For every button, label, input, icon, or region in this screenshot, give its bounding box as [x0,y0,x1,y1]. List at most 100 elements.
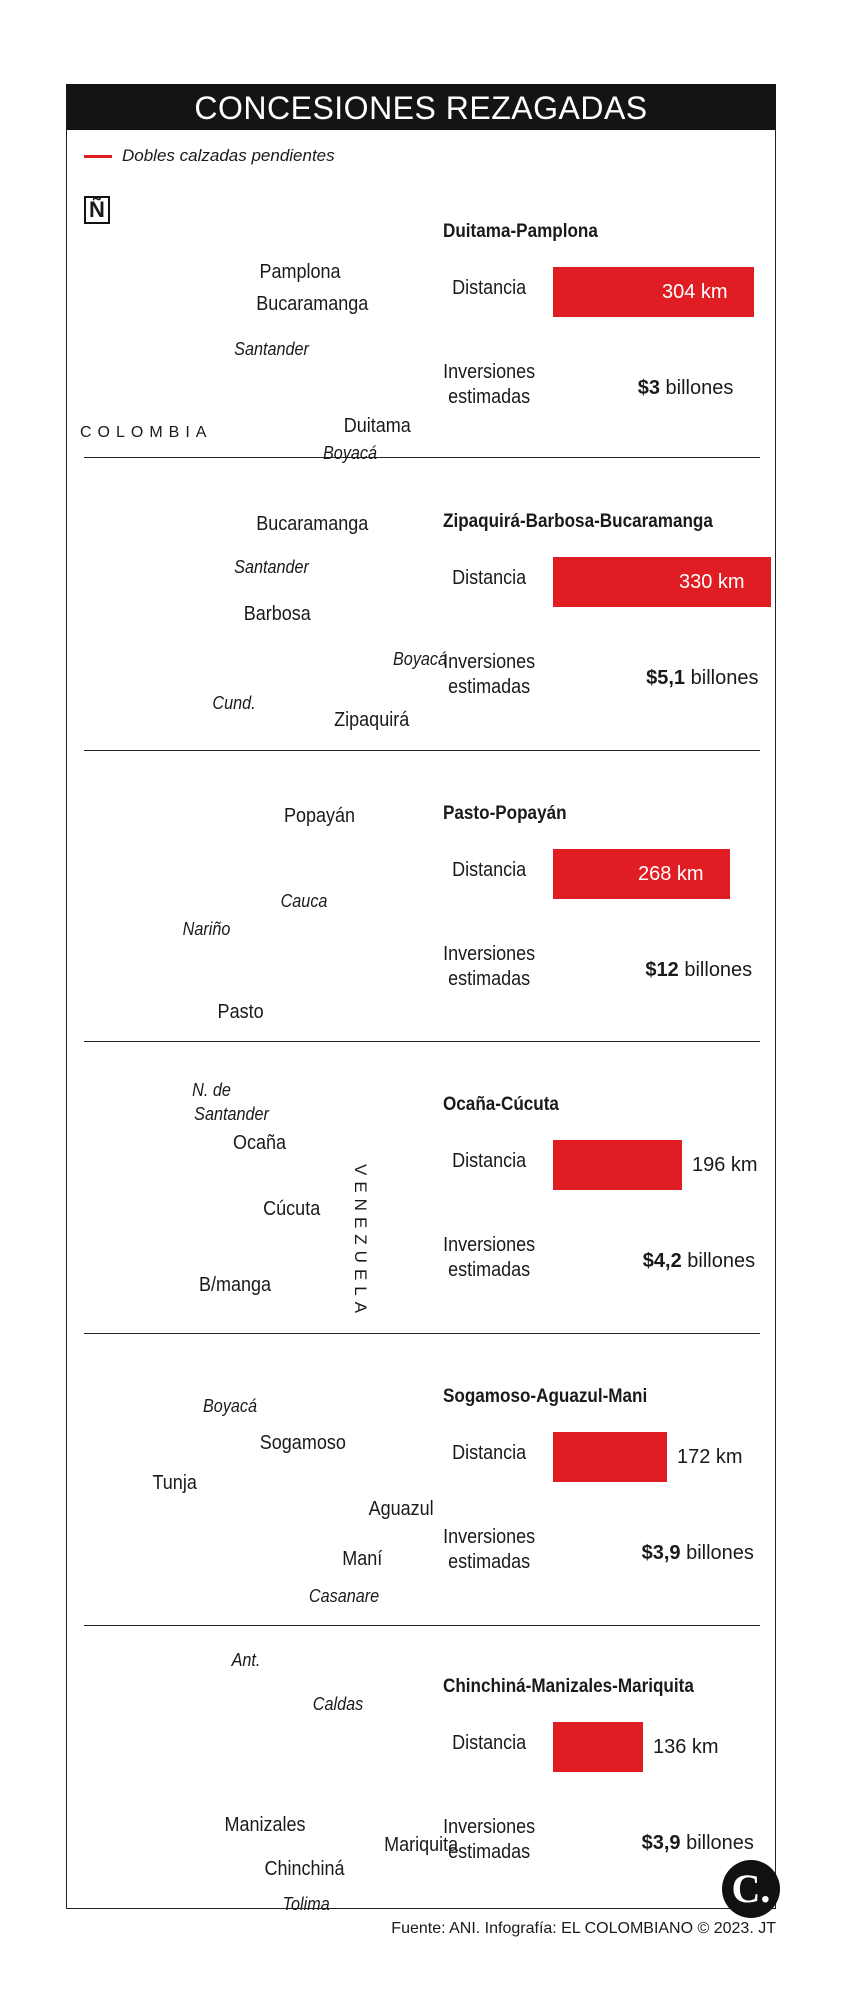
investment-label-1: Inversiones [443,1816,536,1838]
investment-amount: $12 [645,959,679,981]
place-label: Barbosa [243,603,311,625]
place-label: N. de [192,1080,231,1100]
distance-value: 136 km [653,1736,719,1758]
place-label: Ocaña [232,1132,286,1154]
place-label: Pamplona [259,261,341,283]
route-title: Duitama-Pamplona [443,221,598,242]
investment-value: $4,2 billones [643,1250,755,1273]
investment-amount: $3,9 [641,1832,681,1854]
place-label: Ant. [231,1650,261,1670]
distance-label: Distancia [452,859,527,881]
route-title: Ocaña-Cúcuta [443,1094,559,1115]
distance-label: Distancia [452,1442,527,1464]
distance-value: 330 km [679,571,745,593]
distance-bar [553,849,730,899]
place-label: Santander [234,557,309,577]
place-label: Santander [234,339,309,359]
place-label: Nariño [182,919,231,939]
place-label: Manizales [224,1814,306,1836]
investment-label-2: estimadas [448,676,531,698]
separator [84,1625,760,1626]
place-label: Boyacá [323,443,378,463]
investment-value: $3,9 billones [642,1542,754,1565]
investment-label: Inversiones estimadas [443,1525,535,1575]
legend-label: Dobles calzadas pendientes [122,146,335,165]
investment-label: Inversiones estimadas [443,942,535,992]
place-label: Santander [194,1104,269,1124]
investment-unit: billones [684,959,753,981]
distance-bar [553,1432,667,1482]
distance-bar [553,557,771,607]
investment-value: $5,1 billones [646,667,758,690]
investment-label-1: Inversiones [443,651,536,673]
place-label: Tolima [282,1894,330,1914]
investment-unit: billones [686,1832,754,1854]
investment-unit: billones [686,1542,754,1564]
investment-label: Inversiones estimadas [443,360,535,410]
investment-label-2: estimadas [448,1551,531,1573]
investment-label: Inversiones estimadas [443,1815,535,1865]
legend: Dobles calzadas pendientes [84,146,335,166]
place-label: Cauca [280,891,328,911]
place-label: Casanare [308,1586,380,1606]
investment-value: $12 billones [645,959,752,982]
legend-route-swatch [84,154,112,158]
investment-label-2: estimadas [448,1259,531,1281]
infographic-title: CONCESIONES REZAGADAS [66,84,776,130]
place-label: Zipaquirá [334,709,410,731]
place-label: Caldas [312,1694,364,1714]
place-label: Chinchiná [264,1858,345,1880]
distance-label: Distancia [452,1150,527,1172]
place-label: Maní [342,1548,383,1570]
place-label: Boyacá [393,649,448,669]
investment-label-1: Inversiones [443,361,536,383]
investment-label-2: estimadas [448,1841,531,1863]
investment-label: Inversiones estimadas [443,1233,535,1283]
place-label: Cúcuta [263,1198,321,1220]
distance-label: Distancia [452,567,527,589]
investment-label-1: Inversiones [443,1526,536,1548]
distance-value: 268 km [638,863,704,885]
distance-label: Distancia [452,277,527,299]
place-label: Popayán [283,805,356,827]
distance-label: Distancia [452,1732,527,1754]
place-label: Bucaramanga [256,513,369,535]
route-title: Zipaquirá-Barbosa-Bucaramanga [443,511,713,532]
place-label: Duitama [343,415,411,437]
separator [84,750,760,751]
el-colombiano-logo: C. [722,1860,780,1918]
place-label: Aguazul [368,1498,434,1520]
distance-value: 196 km [692,1154,758,1176]
investment-label: Inversiones estimadas [443,650,535,700]
investment-value: $3 billones [638,377,734,400]
distance-value: 304 km [662,281,728,303]
place-label: Boyacá [203,1396,258,1416]
distance-bar [553,1140,682,1190]
place-label: Pasto [217,1001,264,1023]
separator [84,457,760,458]
investment-unit: billones [690,667,759,689]
separator [84,1041,760,1042]
investment-label-2: estimadas [448,968,531,990]
distance-value: 172 km [677,1446,743,1468]
investment-label-2: estimadas [448,386,531,408]
place-label: Sogamoso [259,1432,346,1454]
investment-amount: $4,2 [642,1250,682,1272]
country-label: COLOMBIA [80,424,213,441]
place-label: Cund. [212,693,256,713]
investment-amount: $3 [637,377,660,399]
route-title: Sogamoso-Aguazul-Mani [443,1386,648,1407]
investment-value: $3,9 billones [642,1832,754,1855]
investment-unit: billones [687,1250,756,1272]
separator [84,1333,760,1334]
place-label: Mariquita [384,1834,459,1856]
place-label: VENEZUELA [351,1164,370,1320]
distance-bar [553,267,754,317]
investment-label-1: Inversiones [443,1234,536,1256]
north-icon: Ñ [84,196,110,224]
place-label: Bucaramanga [256,293,369,315]
investment-unit: billones [665,377,734,399]
route-title: Chinchiná-Manizales-Mariquita [443,1676,694,1697]
investment-amount: $3,9 [641,1542,681,1564]
investment-amount: $5,1 [646,667,686,689]
